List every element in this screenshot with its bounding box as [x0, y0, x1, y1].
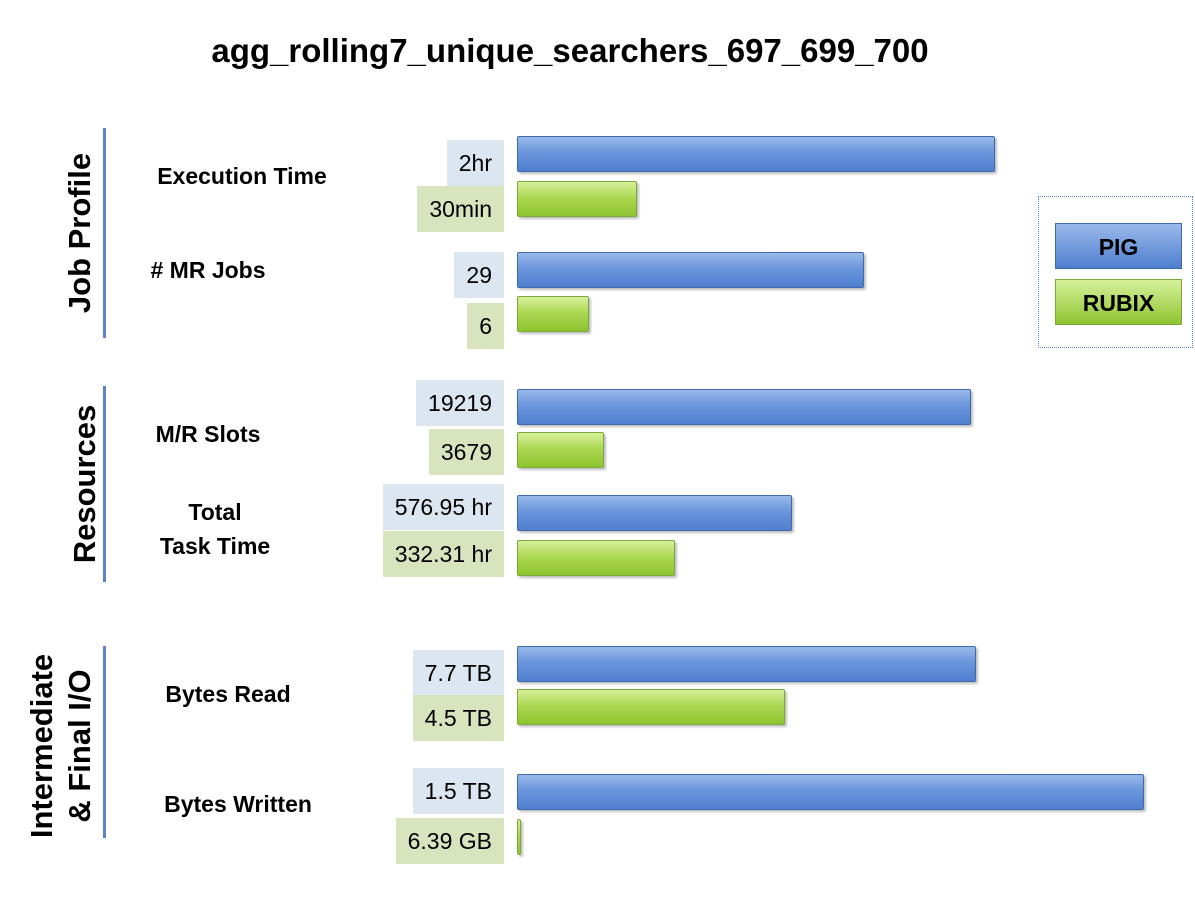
rubix-bar [517, 540, 676, 576]
rubix-bar [517, 181, 637, 217]
pig-bar [517, 389, 971, 425]
rubix-bar [517, 819, 521, 855]
pig-bar [517, 136, 995, 172]
pig-bar [517, 495, 792, 531]
metric-label: Bytes Written [164, 791, 312, 817]
section-divider-line [103, 386, 106, 582]
rubix-value-label: 4.5 TB [412, 695, 504, 741]
pig-value-label: 1.5 TB [412, 768, 504, 814]
pig-value-label: 19219 [416, 380, 504, 426]
section-divider-line [103, 128, 106, 338]
legend-item-rubix: RUBIX [1055, 279, 1182, 325]
legend-item-pig: PIG [1055, 223, 1182, 269]
metric-label: Bytes Read [165, 681, 291, 707]
rubix-value-label: 3679 [428, 429, 504, 475]
metric-label: # MR Jobs [150, 257, 266, 283]
rubix-bar [517, 296, 589, 332]
section-divider-line [103, 646, 106, 838]
metric-label: Total Task Time [159, 499, 271, 559]
rubix-value-label: 332.31 hr [382, 531, 504, 577]
pig-value-label: 29 [454, 252, 504, 298]
pig-value-label: 576.95 hr [382, 484, 504, 530]
pig-bar [517, 774, 1144, 810]
rubix-bar [517, 689, 786, 725]
pig-value-label: 2hr [446, 140, 504, 186]
pig-bar [517, 252, 864, 288]
rubix-value-label: 6 [467, 303, 504, 349]
section-label: Resources [67, 404, 102, 564]
section-label: Intermediate & Final I/O [24, 653, 97, 839]
rubix-value-label: 6.39 GB [395, 818, 504, 864]
rubix-value-label: 30min [417, 186, 504, 232]
section-label: Job Profile [62, 152, 97, 314]
rubix-bar [517, 432, 604, 468]
chart-title: agg_rolling7_unique_searchers_697_699_70… [211, 32, 929, 69]
metric-label: M/R Slots [155, 421, 261, 447]
legend: PIG RUBIX [1038, 196, 1193, 348]
metric-label: Execution Time [157, 163, 327, 189]
pig-bar [517, 646, 976, 682]
pig-value-label: 7.7 TB [412, 650, 504, 696]
